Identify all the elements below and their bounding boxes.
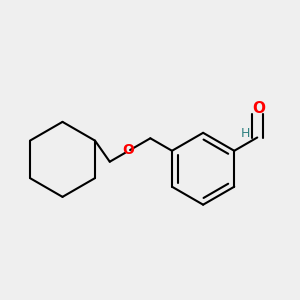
Text: O: O <box>252 101 265 116</box>
Text: O: O <box>122 143 134 157</box>
Text: H: H <box>241 127 250 140</box>
